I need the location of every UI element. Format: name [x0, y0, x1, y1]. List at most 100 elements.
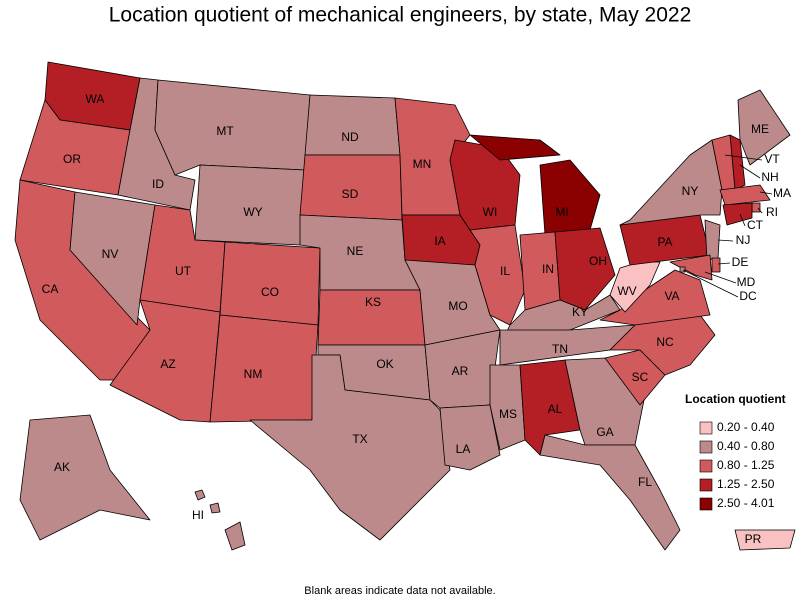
state-label: CT: [747, 218, 764, 232]
leader-line: [739, 164, 761, 179]
state-label: AK: [54, 460, 70, 474]
legend-swatch: [699, 497, 713, 511]
state-label: TN: [552, 342, 568, 356]
leader-line: [717, 239, 734, 242]
state-shape: [249, 354, 451, 541]
state-label: AR: [452, 364, 469, 378]
state-label: RI: [766, 205, 778, 219]
state-label: KY: [572, 305, 588, 319]
state-shape: [734, 529, 796, 551]
state-label: OK: [376, 357, 393, 371]
state-shape: [554, 227, 616, 311]
state-label: MO: [448, 299, 467, 313]
state-shape: [722, 202, 753, 226]
state-label: IA: [434, 234, 445, 248]
state-label: MI: [555, 205, 568, 219]
state-label: GA: [596, 425, 613, 439]
map-title: Location quotient of mechanical engineer…: [109, 4, 692, 27]
state-shape: [439, 404, 501, 471]
state-label: UT: [175, 264, 192, 278]
state-label: ME: [751, 122, 769, 136]
state-label: WY: [243, 205, 262, 219]
state-label: FL: [638, 475, 652, 489]
state-label: SD: [342, 187, 359, 201]
state-label: WA: [86, 92, 105, 106]
state-label: PR: [745, 532, 762, 546]
state-shape: [539, 434, 681, 551]
legend-label: 2.50 - 4.01: [717, 496, 775, 510]
state-shape: [489, 364, 526, 451]
leader-line: [717, 262, 731, 265]
state-shape: [609, 261, 661, 313]
state-label: NJ: [736, 233, 751, 247]
state-shape: [519, 231, 561, 311]
state-label: NE: [347, 244, 364, 258]
state-label: CA: [42, 282, 59, 296]
legend-swatch: [699, 421, 713, 435]
legend-label: 1.25 - 2.50: [717, 477, 775, 491]
state-label: OR: [63, 152, 81, 166]
state-label: SC: [632, 370, 649, 384]
state-label: MN: [413, 157, 432, 171]
state-shape: [194, 489, 206, 501]
state-label: TX: [352, 432, 367, 446]
state-label: VA: [664, 289, 679, 303]
state-shape: [69, 191, 156, 326]
state-label: MS: [499, 407, 517, 421]
state-label: ND: [341, 130, 359, 144]
state-label: OH: [589, 254, 607, 268]
state-shape: [219, 241, 321, 326]
state-shape: [619, 139, 723, 226]
legend-swatch: [699, 478, 713, 492]
state-label: IL: [500, 264, 510, 278]
state-shape: [751, 202, 761, 213]
state-shape: [209, 314, 319, 423]
state-shape: [704, 219, 721, 261]
state-label: ID: [152, 177, 164, 191]
leader-line: [724, 154, 763, 161]
state-shape: [469, 224, 526, 326]
state-label: AL: [548, 402, 563, 416]
state-shape: [209, 502, 221, 514]
state-label: NM: [244, 367, 263, 381]
legend-label: 0.40 - 0.80: [717, 439, 775, 453]
legend-label: 0.20 - 0.40: [717, 420, 775, 434]
state-label: LA: [456, 442, 471, 456]
footnote: Blank areas indicate data not available.: [304, 585, 495, 597]
state-shape: [737, 89, 791, 166]
state-label: WI: [483, 205, 498, 219]
state-shape: [19, 414, 151, 541]
state-label: NH: [761, 170, 778, 184]
state-shape: [679, 266, 686, 273]
leader-line: [759, 191, 773, 195]
state-label: PA: [657, 235, 672, 249]
state-label: MT: [216, 124, 234, 138]
legend-swatch: [699, 440, 713, 454]
state-label: NC: [656, 335, 674, 349]
state-label: NV: [102, 247, 119, 261]
state-shape: [224, 521, 246, 551]
state-label: CO: [261, 285, 279, 299]
legend-swatch: [699, 459, 713, 473]
state-shape: [669, 254, 713, 281]
state-label: WV: [617, 284, 636, 298]
state-label: MA: [773, 186, 791, 200]
state-shape: [304, 94, 401, 156]
state-label: DC: [739, 289, 757, 303]
state-label: IN: [542, 262, 554, 276]
state-label: AZ: [160, 357, 175, 371]
legend-label: 0.80 - 1.25: [717, 458, 775, 472]
legend-title: Location quotient: [685, 392, 786, 406]
state-label: KS: [365, 295, 381, 309]
leader-line: [739, 213, 746, 227]
state-label: VT: [764, 152, 780, 166]
state-shape: [469, 134, 561, 161]
leader-line: [682, 269, 739, 298]
leader-line: [757, 207, 763, 214]
state-shape: [719, 184, 771, 206]
state-label: NY: [682, 184, 699, 198]
state-label: HI: [192, 508, 204, 522]
state-shape: [539, 159, 601, 236]
leader-line: [704, 271, 737, 284]
